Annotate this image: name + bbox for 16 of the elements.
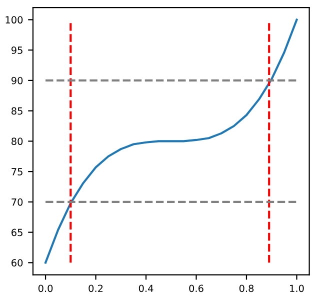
- x-tick-label: 0.0: [38, 284, 53, 292]
- y-tick-label: 100: [6, 16, 23, 24]
- y-tick-label: 95: [11, 46, 22, 54]
- y-tick-label: 60: [12, 259, 23, 267]
- y-tick-label: 90: [11, 76, 23, 84]
- y-tick-label: 85: [12, 107, 22, 115]
- x-tick-label: 0.6: [189, 284, 204, 292]
- x-tick-label: 0.2: [88, 284, 103, 292]
- x-tick-label: 0.4: [138, 284, 154, 292]
- y-tick-label: 80: [12, 138, 23, 146]
- line-series: [44, 18, 298, 264]
- y-tick-label: 70: [12, 198, 23, 206]
- x-tick-label: 1.0: [290, 284, 304, 292]
- x-tick-label: 0.8: [239, 284, 254, 292]
- y-tick-label: 75: [12, 168, 22, 176]
- y-tick-label: 65: [12, 228, 22, 236]
